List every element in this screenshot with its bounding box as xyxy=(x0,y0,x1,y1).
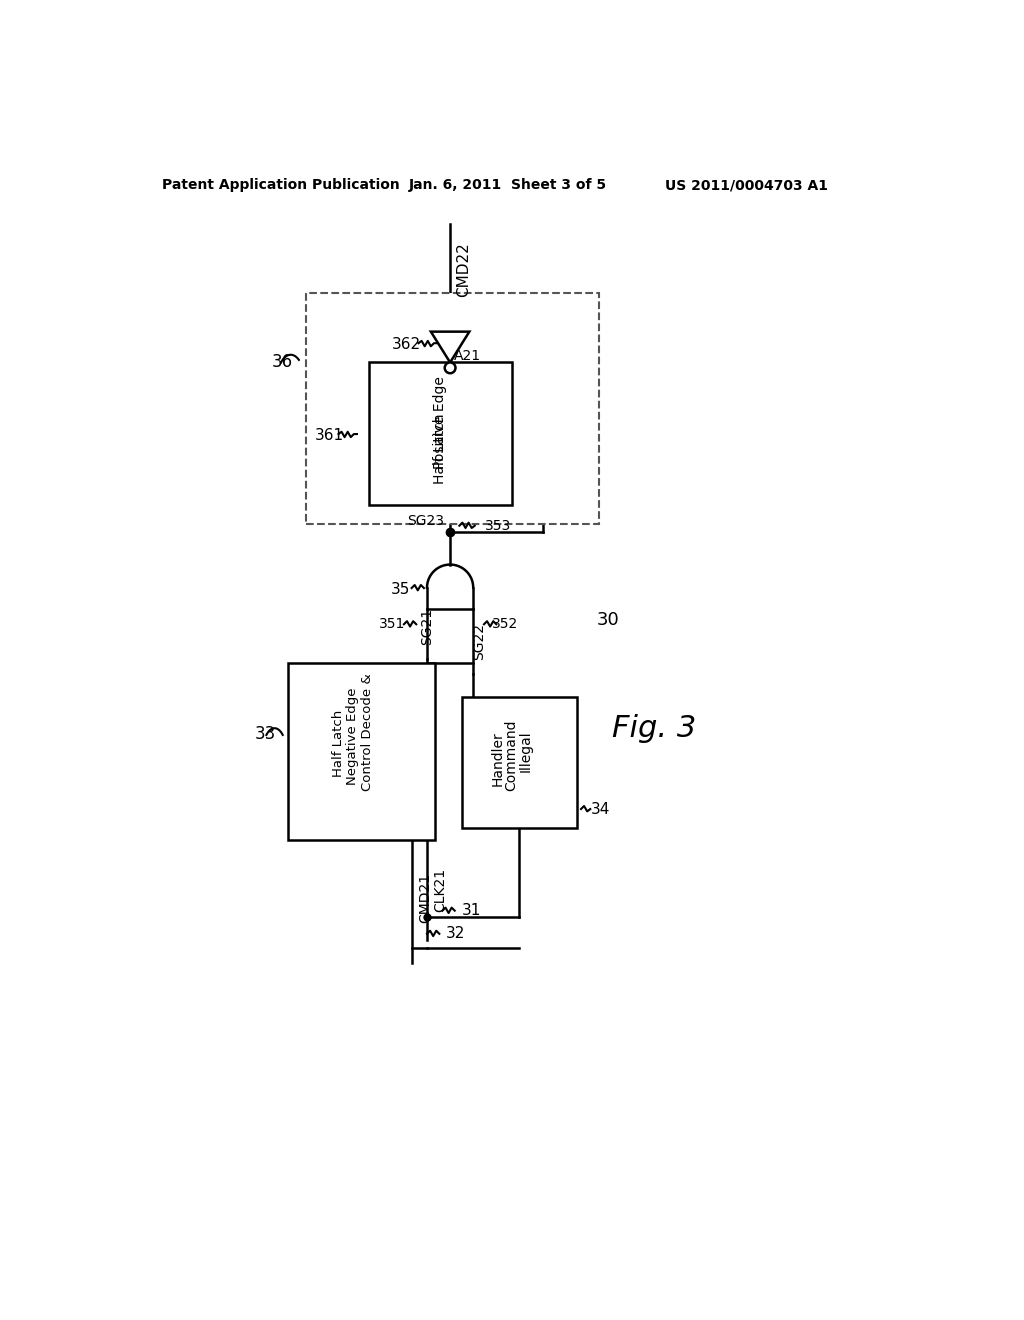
Bar xyxy=(370,363,512,506)
Text: Patent Application Publication: Patent Application Publication xyxy=(162,178,399,193)
Text: 33: 33 xyxy=(255,725,275,743)
Text: Positive Edge: Positive Edge xyxy=(433,376,447,469)
Text: 32: 32 xyxy=(446,927,466,941)
Bar xyxy=(306,293,599,524)
Text: SG22: SG22 xyxy=(472,623,486,660)
Text: Negative Edge: Negative Edge xyxy=(346,688,358,784)
Text: Half Latch: Half Latch xyxy=(433,414,447,484)
Text: 362: 362 xyxy=(391,337,421,352)
Text: Jan. 6, 2011  Sheet 3 of 5: Jan. 6, 2011 Sheet 3 of 5 xyxy=(409,178,607,193)
Text: CMD22: CMD22 xyxy=(457,243,471,297)
Text: Control Decode &: Control Decode & xyxy=(361,673,374,791)
Text: US 2011/0004703 A1: US 2011/0004703 A1 xyxy=(665,178,828,193)
Text: A21: A21 xyxy=(454,350,481,363)
Text: 31: 31 xyxy=(462,903,481,919)
Circle shape xyxy=(444,363,456,374)
Text: 352: 352 xyxy=(493,618,519,631)
Text: Illegal: Illegal xyxy=(518,730,532,772)
Text: Fig. 3: Fig. 3 xyxy=(612,714,696,743)
Text: 361: 361 xyxy=(314,428,344,444)
Text: 36: 36 xyxy=(271,354,293,371)
Text: 351: 351 xyxy=(379,618,406,631)
Text: SG23: SG23 xyxy=(407,513,444,528)
Text: Half Latch: Half Latch xyxy=(332,710,345,777)
Text: Command: Command xyxy=(505,719,519,791)
Text: SG21: SG21 xyxy=(420,609,434,645)
Text: CLK21: CLK21 xyxy=(433,867,447,912)
Text: 34: 34 xyxy=(591,801,610,817)
Bar xyxy=(289,663,435,840)
Text: 30: 30 xyxy=(597,611,620,630)
Polygon shape xyxy=(431,331,469,363)
Bar xyxy=(462,697,578,829)
Text: CMD21: CMD21 xyxy=(418,873,432,923)
Text: 353: 353 xyxy=(484,519,511,533)
Text: 35: 35 xyxy=(390,582,410,597)
Text: Handler: Handler xyxy=(490,731,505,787)
